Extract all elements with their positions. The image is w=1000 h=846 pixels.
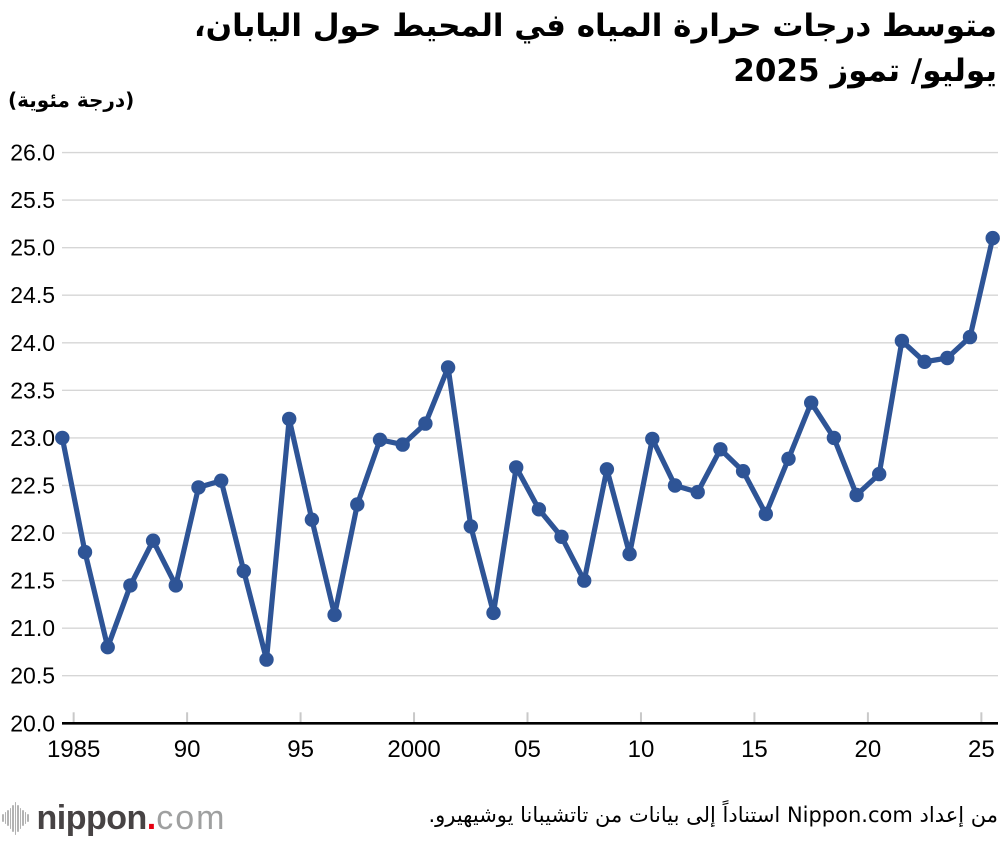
data-point xyxy=(940,350,955,366)
y-axis-unit-label: (درجة مئوية) xyxy=(8,88,135,112)
data-point xyxy=(713,442,728,457)
data-point xyxy=(894,333,910,349)
y-tick-label: 22.0 xyxy=(10,520,55,546)
data-point xyxy=(758,506,773,522)
y-tick-label: 22.5 xyxy=(10,472,55,498)
x-tick-label: 10 xyxy=(628,736,655,763)
data-point xyxy=(645,431,660,447)
chart-title: متوسط درجات حرارة المياه في المحيط حول ا… xyxy=(10,4,997,94)
x-tick-label: 15 xyxy=(741,736,768,763)
data-point xyxy=(77,544,93,560)
y-tick-label: 24.5 xyxy=(10,282,55,308)
data-point xyxy=(55,430,70,446)
chart-title-line1: متوسط درجات حرارة المياه في المحيط حول ا… xyxy=(193,8,997,44)
data-point xyxy=(304,512,320,527)
data-point xyxy=(985,230,1000,246)
data-point xyxy=(214,473,229,488)
data-point xyxy=(168,578,183,593)
x-tick-label: 1985 xyxy=(47,736,100,763)
data-point xyxy=(145,533,161,548)
data-point xyxy=(509,460,524,475)
y-tick-label: 23.5 xyxy=(10,377,55,403)
data-point xyxy=(735,464,751,479)
data-point xyxy=(123,578,138,593)
x-tick-label: 05 xyxy=(514,736,541,763)
data-point xyxy=(667,478,683,493)
nippon-logo-bars-icon xyxy=(2,798,29,838)
x-tick-label: 20 xyxy=(855,736,882,763)
x-tick-label: 25 xyxy=(968,736,995,763)
data-point xyxy=(826,430,842,446)
data-point xyxy=(599,462,615,477)
data-point xyxy=(781,451,796,466)
data-point xyxy=(418,416,433,431)
data-point xyxy=(962,329,978,345)
x-tick-label: 95 xyxy=(287,736,314,763)
y-tick-label: 20.5 xyxy=(10,663,55,689)
data-point xyxy=(282,411,297,427)
nippon-logo-word: nippon xyxy=(36,798,148,837)
data-point xyxy=(690,484,705,500)
data-point xyxy=(849,487,864,503)
y-tick-label: 26.0 xyxy=(10,140,55,166)
chart-title-line2: يوليو/ تموز 2025 xyxy=(733,53,997,89)
data-point xyxy=(577,573,592,588)
y-tick-label: 23.0 xyxy=(10,425,55,451)
data-point xyxy=(327,607,342,623)
data-point xyxy=(531,502,547,517)
data-point xyxy=(622,546,637,562)
nippon-logo: nippon. com xyxy=(2,791,226,845)
data-point xyxy=(804,395,819,410)
data-point xyxy=(486,605,501,621)
y-tick-label: 24.0 xyxy=(10,330,55,356)
data-point xyxy=(554,529,569,544)
x-tick-label: 2000 xyxy=(387,736,440,763)
data-point xyxy=(440,360,456,375)
data-line xyxy=(59,235,996,663)
nippon-logo-tld: com xyxy=(156,798,227,837)
data-point xyxy=(259,652,274,667)
x-tick-label: 90 xyxy=(174,736,201,763)
y-tick-label: 25.5 xyxy=(10,187,55,213)
data-point xyxy=(395,437,410,452)
nippon-logo-dot: . xyxy=(146,798,157,837)
source-credit: من إعداد Nippon.com استناداً إلى بيانات … xyxy=(428,803,998,827)
y-tick-label: 21.5 xyxy=(10,568,55,594)
data-point xyxy=(463,519,478,534)
data-point xyxy=(236,563,251,579)
data-point xyxy=(350,497,365,512)
data-point xyxy=(191,480,206,495)
y-tick-label: 21.0 xyxy=(10,615,55,641)
data-point xyxy=(100,640,115,655)
data-point xyxy=(917,354,932,369)
data-point xyxy=(872,466,887,482)
y-tick-label: 20.0 xyxy=(10,710,55,736)
y-tick-label: 25.0 xyxy=(10,235,55,261)
data-point xyxy=(372,432,388,447)
